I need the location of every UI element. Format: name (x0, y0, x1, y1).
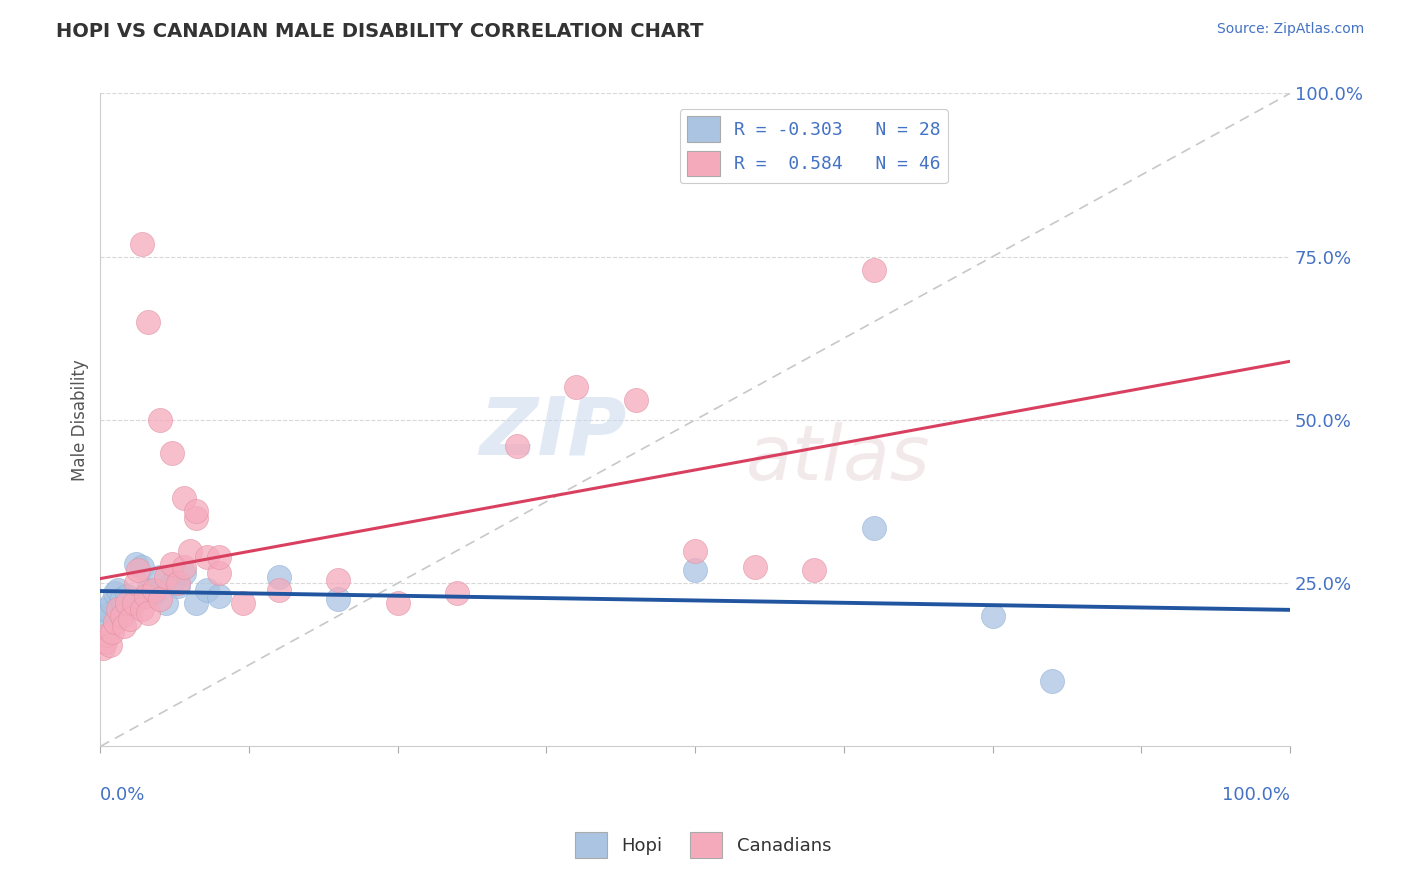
Point (179, 543, 201, 558)
Point (155, 569, 177, 583)
Point (149, 413, 172, 427)
Point (107, 582, 129, 597)
Point (184, 596, 207, 610)
Point (184, 504, 207, 518)
Point (120, 596, 142, 610)
Point (115, 596, 138, 610)
Point (565, 380, 588, 394)
Point (91, 641, 114, 656)
Point (208, 549, 231, 564)
Point (131, 602, 153, 616)
Point (862, 521, 884, 535)
Point (160, 557, 183, 571)
Point (184, 511, 207, 525)
Point (96, 602, 118, 616)
Point (149, 592, 172, 607)
Point (197, 549, 219, 564)
Legend: R = -0.303   N = 28, R =  0.584   N = 46: R = -0.303 N = 28, R = 0.584 N = 46 (681, 109, 948, 184)
Point (173, 559, 195, 574)
Point (208, 589, 231, 603)
Point (683, 563, 706, 577)
Point (142, 582, 165, 597)
Point (122, 596, 145, 610)
Point (744, 559, 766, 574)
Point (112, 599, 135, 613)
Point (136, 315, 159, 329)
Point (104, 615, 127, 630)
Point (267, 569, 290, 583)
Point (387, 596, 409, 610)
Text: ZIP: ZIP (478, 394, 626, 472)
Point (127, 563, 149, 577)
Point (624, 393, 647, 408)
Point (101, 596, 124, 610)
Point (125, 576, 148, 591)
Text: 100.0%: 100.0% (1222, 786, 1291, 804)
Point (328, 592, 350, 607)
Point (803, 563, 825, 577)
Point (136, 606, 159, 620)
Point (101, 625, 124, 640)
Text: Source: ZipAtlas.com: Source: ZipAtlas.com (1216, 22, 1364, 37)
Point (94, 635, 117, 649)
Point (173, 566, 195, 581)
Y-axis label: Male Disability: Male Disability (72, 359, 89, 481)
Point (142, 586, 165, 600)
Point (208, 566, 231, 581)
Point (446, 586, 468, 600)
Text: atlas: atlas (745, 422, 931, 496)
Point (135, 589, 157, 603)
Point (155, 596, 177, 610)
Point (131, 236, 153, 251)
Point (112, 618, 135, 632)
Point (232, 596, 254, 610)
Point (98, 638, 121, 652)
Text: 0.0%: 0.0% (100, 786, 146, 804)
Point (166, 576, 188, 591)
Point (683, 543, 706, 558)
Point (173, 491, 195, 506)
Text: HOPI VS CANADIAN MALE DISABILITY CORRELATION CHART: HOPI VS CANADIAN MALE DISABILITY CORRELA… (56, 22, 704, 41)
Point (1040, 674, 1063, 689)
Point (120, 612, 142, 626)
Point (98, 606, 121, 620)
Point (107, 602, 129, 616)
Point (91, 608, 114, 623)
Point (104, 586, 127, 600)
Point (96, 628, 118, 642)
Point (149, 569, 172, 583)
Point (160, 576, 183, 591)
Point (111, 608, 134, 623)
Point (160, 445, 183, 459)
Point (506, 439, 529, 453)
Point (111, 592, 134, 607)
Point (267, 582, 290, 597)
Point (328, 573, 350, 587)
Point (981, 608, 1004, 623)
Point (131, 559, 153, 574)
Point (197, 582, 219, 597)
Point (125, 557, 148, 571)
Point (136, 582, 159, 597)
Point (166, 579, 188, 593)
Point (115, 589, 138, 603)
Point (862, 262, 884, 277)
Legend: Hopi, Canadians: Hopi, Canadians (568, 825, 838, 865)
